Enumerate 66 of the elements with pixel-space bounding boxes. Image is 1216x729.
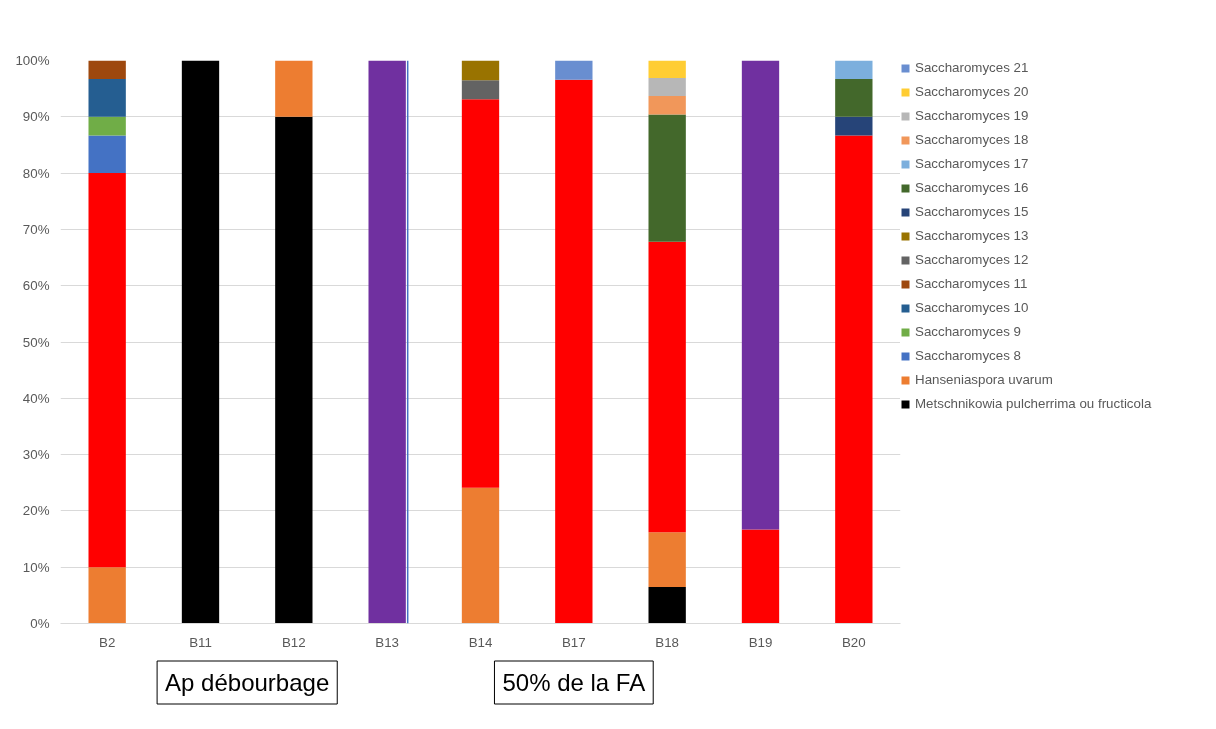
bar [648, 114, 686, 242]
y-tick-label: 30% [22, 447, 50, 463]
bar [648, 532, 686, 587]
bar [88, 79, 126, 117]
y-tick-label: 20% [22, 503, 50, 519]
bar [835, 116, 873, 136]
x-tick-label: B19 [748, 634, 773, 650]
x-tick-label: B18 [655, 634, 680, 650]
text: 50% de la FA [502, 669, 646, 696]
bar [555, 79, 593, 624]
y-tick-label: 70% [22, 221, 50, 237]
bar [835, 135, 873, 624]
x-tick-label: B2 [99, 634, 116, 650]
bar [88, 60, 126, 80]
legend-label: Saccharomyces 16 [915, 180, 1029, 195]
legend-label: Saccharomyces 9 [915, 324, 1021, 339]
x-tick-label: B11 [189, 634, 212, 650]
legend-label: Metschnikowia pulcherrima ou fructicola [915, 396, 1152, 411]
bar [741, 60, 780, 530]
bar [648, 77, 686, 96]
legend-label: Saccharomyces 13 [915, 228, 1029, 243]
bar [461, 99, 500, 488]
y-tick-label: 100% [15, 53, 50, 68]
bar [88, 135, 126, 174]
bar [835, 79, 873, 117]
bar [275, 116, 313, 624]
legend-label: Hanseniaspora uvarum [915, 372, 1053, 387]
y-tick-label: 10% [22, 559, 50, 575]
legend-label: Saccharomyces 15 [915, 204, 1029, 219]
legend-label: Saccharomyces 18 [915, 132, 1029, 147]
y-tick-label: 60% [22, 278, 50, 294]
bar [461, 80, 500, 100]
x-tick-label: B13 [375, 634, 400, 650]
legend-label: Saccharomyces 10 [915, 300, 1029, 315]
legend-label: Saccharomyces 21 [915, 60, 1029, 75]
bar [741, 529, 780, 624]
legend-label: Saccharomyces 20 [915, 84, 1029, 99]
legend-label: Saccharomyces 19 [915, 108, 1029, 123]
bar [555, 60, 593, 80]
legend-label: Saccharomyces 17 [915, 156, 1029, 171]
bar [88, 173, 126, 568]
bar [181, 60, 220, 624]
x-tick-label: B17 [561, 634, 586, 650]
bar [648, 60, 686, 78]
bar [88, 116, 126, 136]
bar [461, 487, 500, 624]
bar [368, 60, 406, 624]
y-tick-label: 80% [22, 165, 50, 181]
text: Ap débourbage [165, 669, 330, 696]
bar [835, 60, 873, 80]
bar [461, 60, 500, 81]
x-tick-label: B14 [468, 634, 493, 650]
bar [275, 60, 313, 117]
x-tick-label: B20 [841, 634, 866, 650]
legend-label: Saccharomyces 11 [915, 276, 1028, 291]
bar [648, 586, 686, 624]
y-tick-label: 40% [22, 390, 50, 406]
y-tick-label: 90% [22, 109, 50, 125]
bar [648, 241, 686, 533]
y-tick-label: 0% [30, 616, 50, 631]
y-tick-label: 50% [22, 334, 50, 350]
legend-label: Saccharomyces 8 [915, 348, 1021, 363]
bar [648, 95, 686, 115]
legend-label: Saccharomyces 12 [915, 252, 1029, 267]
x-tick-label: B12 [281, 634, 306, 650]
bar [88, 567, 126, 624]
